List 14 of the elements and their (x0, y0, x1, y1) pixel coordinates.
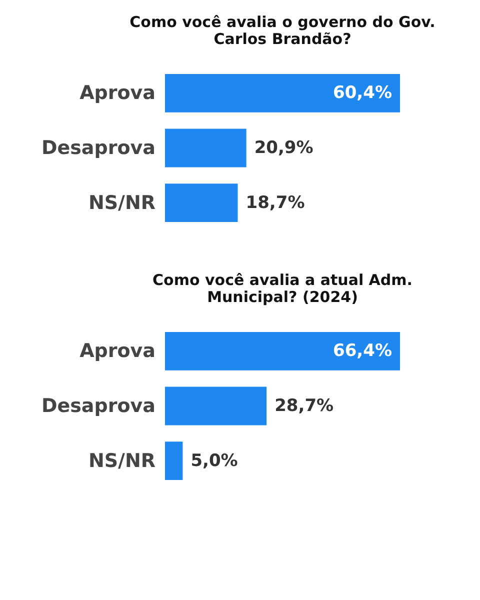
y-tick-label: NS/NR (88, 450, 156, 472)
data-label: 5,0% (190, 450, 238, 471)
chart-title: Como você avalia o governo do Gov. Carlos Brandão? (130, 13, 436, 48)
y-tick-label: Aprova (80, 82, 156, 104)
data-label: 18,7% (246, 192, 305, 213)
data-label: 60,4% (333, 83, 392, 104)
y-tick-label: Desaprova (41, 137, 156, 159)
chart-title: Como você avalia a atual Adm. Municipal? (2024) (152, 271, 412, 306)
y-tick-label: NS/NR (88, 192, 156, 214)
data-label: 20,9% (254, 138, 314, 158)
y-tick-label: Desaprova (41, 395, 156, 417)
data-label: 66,4% (333, 341, 392, 362)
y-tick-label: Aprova (80, 340, 156, 362)
data-label: 28,7% (274, 396, 334, 416)
